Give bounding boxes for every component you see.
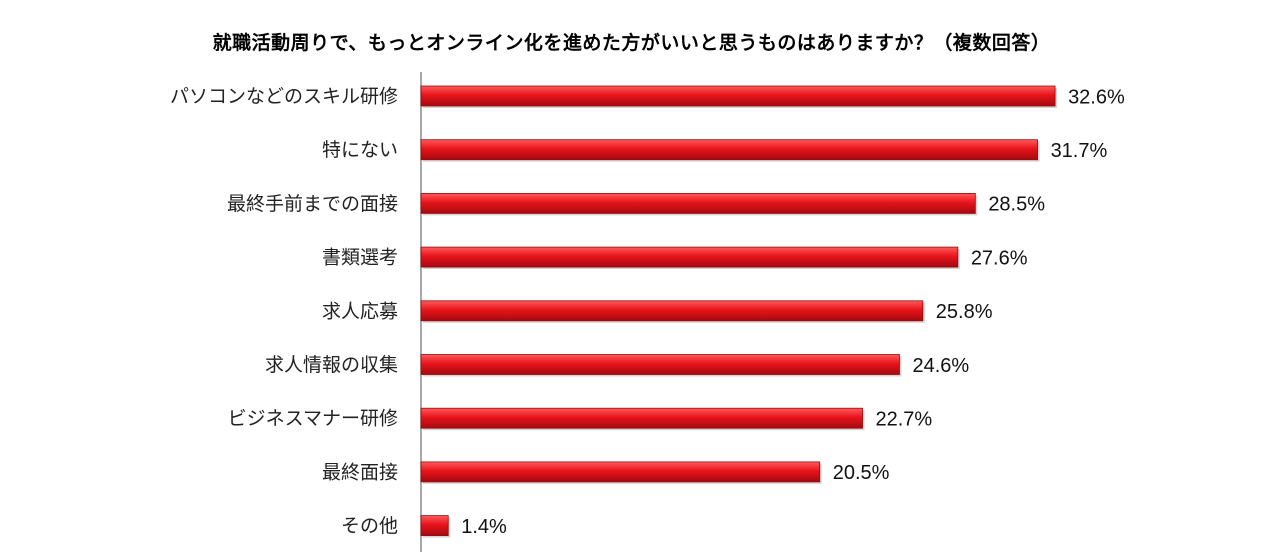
category-label: 書類選考	[322, 247, 398, 269]
bar	[420, 515, 449, 536]
value-label: 27.6%	[971, 247, 1028, 269]
bars-layer: パソコンなどのスキル研修 32.6% 特にない 31.7% 最終手前までの面接 28.5%…	[170, 86, 1125, 538]
category-label: 最終面接	[322, 461, 398, 483]
category-label: 求人応募	[322, 300, 398, 322]
category-label: ビジネスマナー研修	[228, 408, 398, 430]
bar	[420, 85, 1056, 107]
bar	[420, 407, 863, 429]
chart-title: 就職活動周りで、もっとオンライン化を進めた方がいいと思うものはありますか？（複数…	[212, 32, 1051, 54]
bar	[420, 139, 1038, 161]
bar	[420, 246, 959, 268]
category-label: その他	[341, 515, 398, 537]
value-label: 1.4%	[461, 516, 507, 538]
category-label: 最終手前までの面接	[227, 193, 398, 215]
category-label: パソコンなどのスキル研修	[170, 86, 398, 108]
value-label: 25.8%	[936, 301, 993, 323]
category-label: 求人情報の収集	[265, 354, 398, 376]
value-label: 20.5%	[833, 462, 890, 484]
bar	[420, 354, 900, 375]
value-label: 31.7%	[1051, 140, 1108, 162]
category-label: 特にない	[322, 139, 398, 161]
value-label: 28.5%	[988, 194, 1045, 216]
bar	[420, 461, 821, 483]
value-label: 32.6%	[1068, 86, 1125, 108]
value-label: 24.6%	[912, 355, 969, 377]
bar	[420, 300, 924, 322]
bar	[420, 192, 976, 214]
value-label: 22.7%	[876, 408, 933, 430]
